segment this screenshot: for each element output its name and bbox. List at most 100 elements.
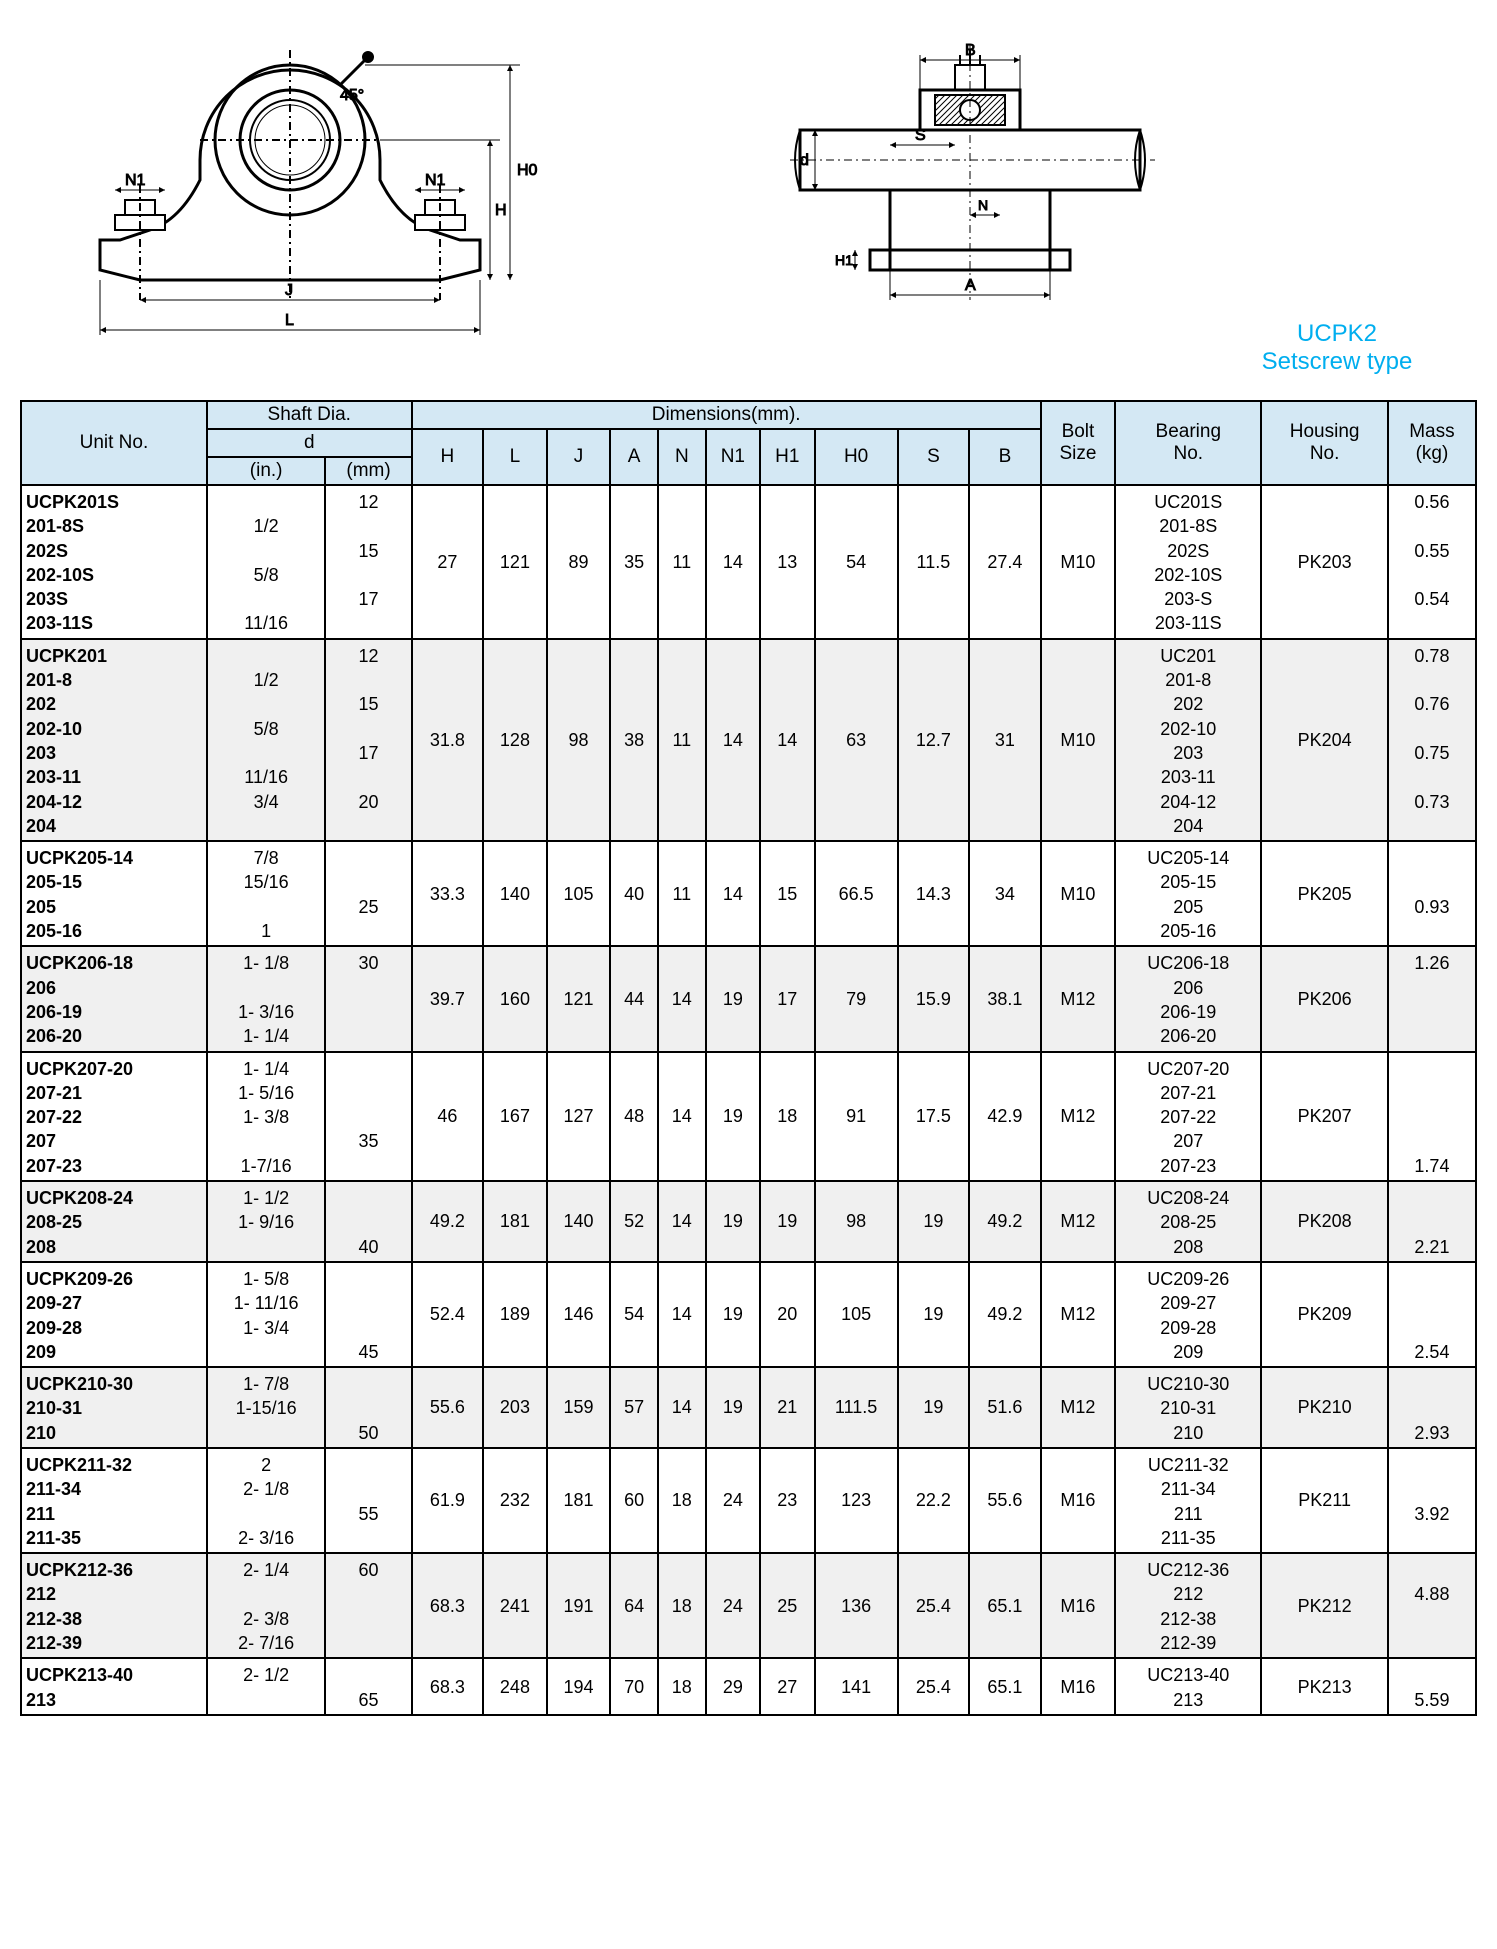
cell-mm: 35 bbox=[325, 1052, 411, 1181]
cell-mm: 12 15 17 bbox=[325, 485, 411, 639]
cell-H1: 25 bbox=[760, 1553, 814, 1658]
cell-B: 27.4 bbox=[969, 485, 1041, 639]
table-row: UCPK211-32 211-34 211 211-352 2- 1/8 2- … bbox=[21, 1448, 1476, 1553]
cell-L: 160 bbox=[483, 946, 547, 1051]
cell-in: 1- 1/8 1- 3/16 1- 1/4 bbox=[207, 946, 326, 1051]
cell-H0: 66.5 bbox=[815, 841, 898, 946]
cell-bearing: UC201 201-8 202 202-10 203 203-11 204-12… bbox=[1115, 639, 1261, 841]
cell-bolt: M12 bbox=[1041, 1367, 1116, 1448]
cell-H1: 14 bbox=[760, 639, 814, 841]
cell-unit: UCPK205-14 205-15 205 205-16 bbox=[21, 841, 207, 946]
dim-h1: H1 bbox=[835, 252, 853, 268]
cell-in: 2 2- 1/8 2- 3/16 bbox=[207, 1448, 326, 1553]
cell-B: 31 bbox=[969, 639, 1041, 841]
cell-H0: 141 bbox=[815, 1658, 898, 1715]
cell-bearing: UC212-36 212 212-38 212-39 bbox=[1115, 1553, 1261, 1658]
th-housing: Housing No. bbox=[1261, 401, 1388, 485]
cell-mm: 55 bbox=[325, 1448, 411, 1553]
table-row: UCPK201S 201-8S 202S 202-10S 203S 203-11… bbox=[21, 485, 1476, 639]
dim-angle: 45° bbox=[340, 87, 364, 104]
cell-B: 42.9 bbox=[969, 1052, 1041, 1181]
cell-N1: 19 bbox=[706, 946, 760, 1051]
cell-mm: 30 bbox=[325, 946, 411, 1051]
th-H1: H1 bbox=[760, 429, 814, 485]
cell-in: 2- 1/2 bbox=[207, 1658, 326, 1715]
th-mm: (mm) bbox=[325, 457, 411, 485]
cell-unit: UCPK211-32 211-34 211 211-35 bbox=[21, 1448, 207, 1553]
cell-in: 2- 1/4 2- 3/8 2- 7/16 bbox=[207, 1553, 326, 1658]
cell-in: 7/8 15/16 1 bbox=[207, 841, 326, 946]
cell-A: 57 bbox=[610, 1367, 658, 1448]
cell-N: 18 bbox=[658, 1658, 706, 1715]
cell-bolt: M16 bbox=[1041, 1448, 1116, 1553]
table-row: UCPK207-20 207-21 207-22 207 207-231- 1/… bbox=[21, 1052, 1476, 1181]
cell-bearing: UC209-26 209-27 209-28 209 bbox=[1115, 1262, 1261, 1367]
cell-N1: 14 bbox=[706, 639, 760, 841]
cell-H1: 21 bbox=[760, 1367, 814, 1448]
cell-unit: UCPK207-20 207-21 207-22 207 207-23 bbox=[21, 1052, 207, 1181]
cell-H1: 17 bbox=[760, 946, 814, 1051]
diagrams-section: 45° N1 N1 H0 H J L bbox=[20, 20, 1477, 370]
diagram-front: 45° N1 N1 H0 H J L bbox=[20, 20, 640, 350]
th-unit: Unit No. bbox=[21, 401, 207, 485]
cell-S: 11.5 bbox=[898, 485, 970, 639]
cell-H1: 18 bbox=[760, 1052, 814, 1181]
cell-B: 49.2 bbox=[969, 1181, 1041, 1262]
cell-N1: 24 bbox=[706, 1448, 760, 1553]
cell-N1: 19 bbox=[706, 1052, 760, 1181]
cell-L: 189 bbox=[483, 1262, 547, 1367]
cell-J: 89 bbox=[547, 485, 611, 639]
cell-A: 52 bbox=[610, 1181, 658, 1262]
cell-S: 25.4 bbox=[898, 1553, 970, 1658]
cell-bearing: UC201S 201-8S 202S 202-10S 203-S 203-11S bbox=[1115, 485, 1261, 639]
cell-unit: UCPK201 201-8 202 202-10 203 203-11 204-… bbox=[21, 639, 207, 841]
cell-housing: PK213 bbox=[1261, 1658, 1388, 1715]
cell-bearing: UC211-32 211-34 211 211-35 bbox=[1115, 1448, 1261, 1553]
cell-housing: PK204 bbox=[1261, 639, 1388, 841]
cell-mass: 1.74 bbox=[1388, 1052, 1476, 1181]
cell-bearing: UC210-30 210-31 210 bbox=[1115, 1367, 1261, 1448]
cell-N: 14 bbox=[658, 1262, 706, 1367]
cell-mass: 2.54 bbox=[1388, 1262, 1476, 1367]
cell-housing: PK209 bbox=[1261, 1262, 1388, 1367]
cell-N1: 19 bbox=[706, 1181, 760, 1262]
dim-n1l: N1 bbox=[125, 172, 146, 189]
cell-mm: 40 bbox=[325, 1181, 411, 1262]
diagram-side: B d S N H1 A bbox=[760, 40, 1180, 320]
cell-bearing: UC206-18 206 206-19 206-20 bbox=[1115, 946, 1261, 1051]
dim-a: A bbox=[965, 277, 976, 294]
cell-bolt: M12 bbox=[1041, 1181, 1116, 1262]
cell-B: 38.1 bbox=[969, 946, 1041, 1051]
th-B: B bbox=[969, 429, 1041, 485]
title-line2: Setscrew type bbox=[1237, 348, 1437, 376]
cell-mm: 25 bbox=[325, 841, 411, 946]
cell-H0: 105 bbox=[815, 1262, 898, 1367]
cell-housing: PK206 bbox=[1261, 946, 1388, 1051]
cell-unit: UCPK210-30 210-31 210 bbox=[21, 1367, 207, 1448]
cell-bolt: M16 bbox=[1041, 1553, 1116, 1658]
title-line1: UCPK2 bbox=[1237, 320, 1437, 348]
cell-bolt: M16 bbox=[1041, 1658, 1116, 1715]
th-shaft: Shaft Dia. bbox=[207, 401, 412, 429]
cell-in: 1/2 5/8 11/16 3/4 bbox=[207, 639, 326, 841]
cell-housing: PK207 bbox=[1261, 1052, 1388, 1181]
dim-s: S bbox=[915, 127, 926, 144]
cell-unit: UCPK208-24 208-25 208 bbox=[21, 1181, 207, 1262]
cell-B: 55.6 bbox=[969, 1448, 1041, 1553]
th-mass: Mass (kg) bbox=[1388, 401, 1476, 485]
cell-N: 11 bbox=[658, 485, 706, 639]
cell-H0: 123 bbox=[815, 1448, 898, 1553]
cell-in: 1- 1/4 1- 5/16 1- 3/8 1-7/16 bbox=[207, 1052, 326, 1181]
cell-in: 1- 1/2 1- 9/16 bbox=[207, 1181, 326, 1262]
cell-N: 14 bbox=[658, 1181, 706, 1262]
cell-bearing: UC205-14 205-15 205 205-16 bbox=[1115, 841, 1261, 946]
th-in: (in.) bbox=[207, 457, 326, 485]
table-row: UCPK213-40 2132- 1/2 6568.32481947018292… bbox=[21, 1658, 1476, 1715]
cell-N: 14 bbox=[658, 1367, 706, 1448]
th-d: d bbox=[207, 429, 412, 457]
cell-mass: 5.59 bbox=[1388, 1658, 1476, 1715]
th-N: N bbox=[658, 429, 706, 485]
cell-J: 194 bbox=[547, 1658, 611, 1715]
cell-B: 65.1 bbox=[969, 1553, 1041, 1658]
cell-mass: 3.92 bbox=[1388, 1448, 1476, 1553]
